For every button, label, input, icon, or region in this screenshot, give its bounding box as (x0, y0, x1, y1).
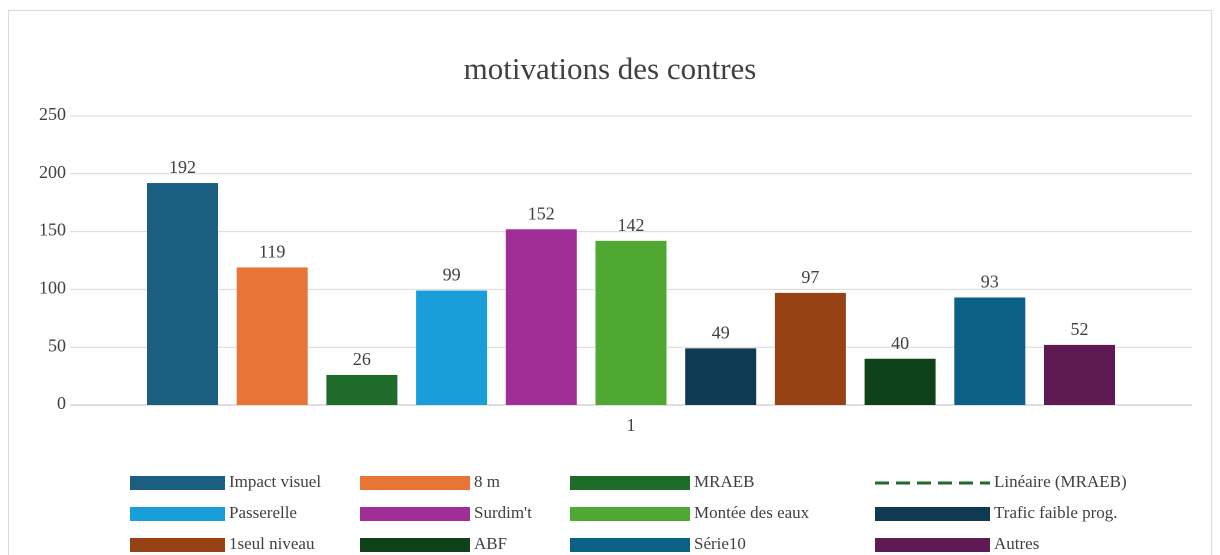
legend-swatch (570, 538, 690, 552)
bar (236, 267, 308, 405)
legend-swatch (130, 476, 225, 490)
legend-label: Passerelle (229, 503, 297, 522)
y-tick-label: 100 (39, 278, 66, 298)
legend-label: Montée des eaux (694, 503, 810, 522)
legend-swatch (875, 507, 990, 521)
legend-swatch (360, 538, 470, 552)
legend-swatch (875, 538, 990, 552)
data-label: 142 (618, 215, 645, 235)
legend-swatch (360, 507, 470, 521)
bar (147, 183, 218, 405)
bar (416, 290, 488, 405)
bar (864, 358, 936, 405)
legend-swatch (570, 476, 690, 490)
data-label: 97 (801, 267, 819, 287)
y-tick-label: 250 (39, 104, 66, 124)
legend-label: 1seul niveau (229, 534, 315, 553)
legend-label: 8 m (474, 472, 500, 491)
legend-label: MRAEB (694, 472, 754, 491)
y-tick-label: 200 (39, 162, 66, 182)
y-tick-label: 0 (57, 393, 66, 413)
data-label: 40 (891, 333, 909, 353)
legend-label: Linéaire (MRAEB) (994, 472, 1127, 491)
bar (774, 292, 846, 405)
legend-label: Trafic faible prog. (994, 503, 1118, 522)
data-label: 49 (712, 322, 730, 342)
y-tick-label: 50 (48, 335, 66, 355)
legend-label: ABF (474, 534, 507, 553)
legend-swatch (130, 538, 225, 552)
bar (505, 229, 577, 405)
legend-label: Impact visuel (229, 472, 321, 491)
data-label: 99 (443, 265, 461, 285)
legend-swatch (360, 476, 470, 490)
bar (595, 240, 667, 405)
data-label: 192 (169, 157, 196, 177)
legend-label: Surdim't (474, 503, 532, 522)
data-label: 52 (1071, 319, 1089, 339)
chart-title: motivations des contres (464, 51, 757, 86)
bar (1044, 344, 1115, 405)
data-label: 26 (353, 349, 371, 369)
bar (954, 297, 1026, 405)
legend-label: Autres (994, 534, 1039, 553)
data-label: 93 (981, 272, 999, 292)
data-label: 119 (259, 242, 285, 262)
data-label: 152 (528, 203, 555, 223)
bar (685, 348, 757, 405)
y-tick-label: 150 (39, 220, 66, 240)
legend-swatch (130, 507, 225, 521)
legend-swatch (570, 507, 690, 521)
x-tick-label: 1 (627, 415, 636, 435)
legend-label: Série10 (694, 534, 746, 553)
bar (326, 374, 398, 405)
